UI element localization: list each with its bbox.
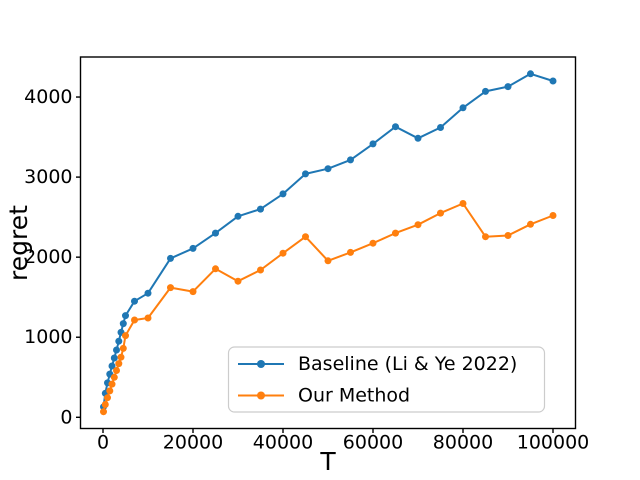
data-point-marker bbox=[549, 77, 557, 85]
data-point-marker bbox=[279, 249, 287, 257]
data-point-marker bbox=[414, 134, 422, 142]
x-axis: 0 20000 40000 60000 80000 100000 bbox=[97, 428, 590, 454]
data-point-marker bbox=[459, 104, 467, 112]
data-point-marker bbox=[279, 190, 287, 198]
data-point-marker bbox=[212, 265, 219, 273]
legend-marker bbox=[257, 360, 265, 368]
data-point-marker bbox=[144, 289, 152, 297]
data-point-marker bbox=[119, 320, 127, 328]
data-point-marker bbox=[414, 221, 422, 229]
data-point-marker bbox=[117, 353, 125, 361]
data-point-marker bbox=[167, 254, 174, 262]
data-point-marker bbox=[437, 124, 444, 131]
data-point-marker bbox=[549, 212, 557, 219]
legend: Baseline (Li & Ye 2022) Our Method bbox=[227, 346, 546, 413]
data-point-marker bbox=[437, 209, 444, 217]
data-point-marker bbox=[504, 83, 512, 91]
data-point-marker bbox=[108, 362, 116, 370]
data-point-marker bbox=[189, 288, 197, 296]
x-tick-label: 40000 bbox=[253, 432, 313, 454]
legend-entry: Our Method bbox=[238, 385, 410, 407]
data-point-marker bbox=[189, 244, 197, 252]
data-point-marker bbox=[347, 248, 354, 256]
legend-entry: Baseline (Li & Ye 2022) bbox=[238, 353, 517, 375]
data-point-marker bbox=[113, 346, 120, 354]
data-point-marker bbox=[144, 314, 152, 322]
data-point-marker bbox=[369, 140, 377, 148]
data-point-marker bbox=[527, 220, 534, 228]
data-point-marker bbox=[302, 233, 309, 241]
data-point-marker bbox=[212, 229, 219, 237]
x-tick-label: 80000 bbox=[433, 432, 493, 454]
data-point-marker bbox=[324, 257, 332, 265]
legend-box bbox=[227, 346, 546, 413]
x-tick-label: 20000 bbox=[163, 432, 223, 454]
data-point-marker bbox=[167, 284, 174, 292]
y-tick-label: 1000 bbox=[24, 326, 72, 348]
data-point-marker bbox=[100, 408, 107, 416]
data-point-marker bbox=[131, 316, 138, 324]
series-our-method bbox=[100, 200, 557, 416]
data-point-marker bbox=[104, 394, 111, 402]
data-point-marker bbox=[108, 380, 116, 388]
data-point-marker bbox=[106, 387, 114, 395]
data-point-marker bbox=[110, 354, 118, 362]
data-point-marker bbox=[113, 367, 120, 374]
y-axis: 0 1000 2000 3000 4000 bbox=[24, 86, 81, 428]
data-point-marker bbox=[131, 297, 138, 305]
data-point-marker bbox=[482, 233, 489, 241]
y-tick-label: 3000 bbox=[24, 166, 72, 188]
data-point-marker bbox=[257, 205, 264, 213]
data-point-marker bbox=[482, 87, 489, 95]
data-point-marker bbox=[369, 239, 377, 247]
data-point-marker bbox=[119, 344, 127, 352]
data-point-marker bbox=[122, 332, 129, 340]
legend-entry-label: Baseline (Li & Ye 2022) bbox=[298, 353, 517, 375]
data-point-marker bbox=[257, 266, 264, 274]
data-point-marker bbox=[392, 229, 399, 237]
data-point-marker bbox=[302, 170, 309, 178]
data-point-marker bbox=[234, 277, 242, 285]
data-point-marker bbox=[110, 373, 118, 381]
data-point-marker bbox=[115, 337, 123, 345]
y-tick-label: 4000 bbox=[24, 86, 72, 108]
data-point-marker bbox=[392, 123, 399, 131]
data-point-marker bbox=[504, 232, 512, 239]
data-point-marker bbox=[459, 200, 467, 207]
data-point-marker bbox=[122, 312, 129, 320]
y-tick-label: 0 bbox=[60, 406, 72, 428]
x-tick-label: 60000 bbox=[343, 432, 403, 454]
x-axis-title: T bbox=[319, 447, 336, 476]
legend-marker bbox=[257, 391, 265, 400]
y-tick-label: 2000 bbox=[24, 246, 72, 268]
data-point-marker bbox=[101, 401, 109, 408]
data-point-marker bbox=[234, 212, 242, 220]
data-point-marker bbox=[115, 360, 123, 368]
plot-area bbox=[79, 56, 577, 430]
data-point-marker bbox=[527, 70, 534, 78]
data-point-marker bbox=[347, 156, 354, 164]
x-tick-label: 100000 bbox=[517, 432, 590, 454]
data-point-marker bbox=[324, 165, 332, 173]
x-tick-label: 0 bbox=[97, 432, 109, 454]
legend-entry-label: Our Method bbox=[298, 385, 410, 407]
y-axis-title: regret bbox=[4, 205, 33, 281]
